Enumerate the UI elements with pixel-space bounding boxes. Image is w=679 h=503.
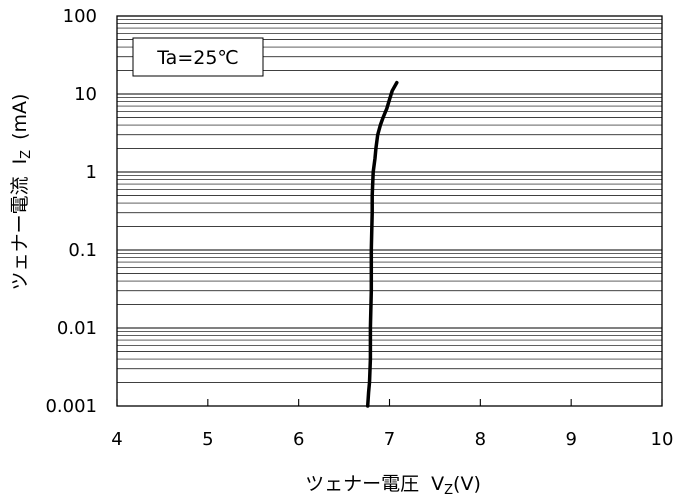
y-axis-label-unit: (mA): [9, 94, 31, 140]
x-axis-label-unit: (V): [453, 473, 481, 495]
series-line: [365, 80, 399, 408]
temperature-annotation: Ta=25℃: [156, 47, 239, 69]
y-axis-label-subscript: Z: [19, 150, 34, 159]
annotation-box: [132, 37, 264, 77]
y-axis-label-symbol: I: [9, 159, 31, 165]
y-axis-label: ツェナー電流 IZ (mA): [9, 94, 34, 291]
x-tick-label: 7: [384, 429, 395, 450]
x-tick-label: 5: [202, 429, 213, 450]
y-axis-ticks: 0.001 0.01 0.1 1 10 100: [45, 6, 97, 417]
x-axis-label-symbol: V: [431, 473, 444, 495]
y-tick-label: 10: [74, 84, 97, 105]
x-axis-ticks: 4 5 6 7 8 9 10: [111, 399, 673, 450]
y-tick-label: 0.1: [68, 240, 97, 261]
x-tick-label: 8: [475, 429, 486, 450]
x-tick-label: 4: [111, 429, 122, 450]
x-tick-label: 10: [651, 429, 674, 450]
y-tick-label: 0.001: [45, 396, 97, 417]
x-axis-label-text: ツェナー電圧: [305, 473, 419, 495]
x-axis-label-subscript: Z: [444, 483, 453, 498]
y-tick-label: 0.01: [57, 318, 97, 339]
y-tick-label: 100: [63, 6, 97, 27]
x-axis-label: ツェナー電圧 VZ(V): [305, 473, 481, 498]
grid-lines: [117, 19, 662, 407]
y-axis-label-text: ツェナー電流: [9, 176, 31, 290]
x-tick-label: 6: [293, 429, 304, 450]
x-tick-label: 9: [565, 429, 576, 450]
y-tick-label: 1: [86, 162, 97, 183]
